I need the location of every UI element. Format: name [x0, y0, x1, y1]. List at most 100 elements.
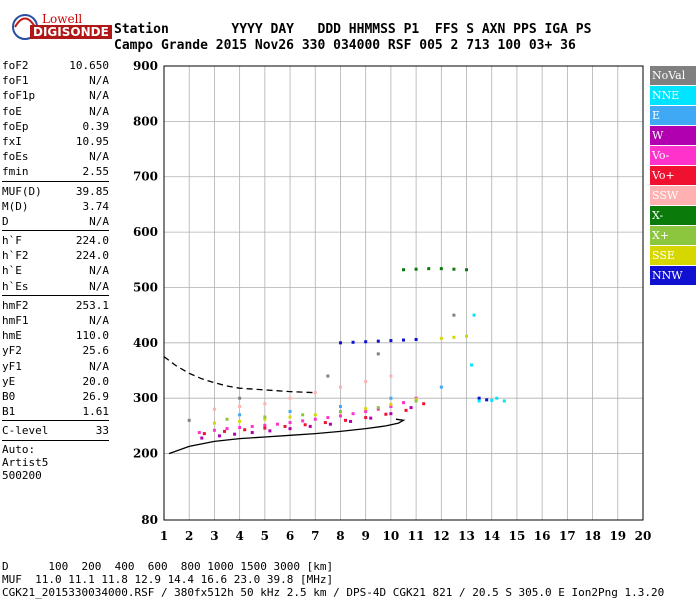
x-tick-label: 12 — [433, 529, 450, 543]
data-point — [414, 397, 418, 401]
legend-item: Vo- — [650, 146, 696, 165]
y-tick-label: 900 — [133, 59, 158, 73]
param-value: N/A — [89, 279, 109, 293]
param-label: M(D) — [2, 199, 29, 213]
legend-item: X+ — [650, 226, 696, 245]
x-tick-label: 1 — [160, 529, 168, 543]
param-value: N/A — [89, 359, 109, 373]
footer-file-info: CGK21_2015330034000.RSF / 380fx512h 50 k… — [2, 586, 665, 599]
data-point — [323, 421, 327, 425]
data-point — [351, 412, 355, 416]
param-label: h`Es — [2, 279, 29, 293]
y-tick-label: 700 — [133, 170, 158, 184]
legend-item: E — [650, 106, 696, 125]
polarization-legend: NoVal NNE E W Vo- Vo+ SSW X- X+ SSE NNW — [650, 66, 696, 286]
data-point — [402, 338, 405, 342]
x-tick-label: 4 — [235, 529, 243, 543]
data-point — [470, 363, 474, 367]
auto-line: Artist5 — [2, 455, 49, 469]
divider — [2, 420, 109, 422]
y-tick-label: 400 — [133, 336, 158, 350]
data-point — [275, 422, 279, 426]
x-tick-label: 15 — [509, 529, 526, 543]
data-point — [414, 267, 418, 271]
param-group-critical-frequencies: foF2 10.650 foF1 N/A foF1p N/A foE N/A foEp 0… — [2, 58, 109, 180]
y-tick-label: 600 — [133, 225, 158, 239]
data-point — [376, 352, 380, 356]
x-tick-label: 6 — [286, 529, 294, 543]
param-label: yE — [2, 374, 16, 388]
param-row: fmin 2.55 — [2, 164, 109, 179]
param-label: B1 — [2, 405, 16, 419]
x-tick-label: 14 — [483, 529, 500, 543]
param-row: foF1 N/A — [2, 73, 109, 88]
param-row: foF2 10.650 — [2, 58, 109, 73]
param-label: hmE — [2, 329, 22, 343]
param-value: N/A — [89, 74, 109, 88]
param-row: foE N/A — [2, 104, 109, 119]
data-point — [376, 406, 380, 410]
legend-item: SSW — [650, 186, 696, 205]
data-point — [439, 336, 443, 340]
data-point — [243, 428, 247, 432]
data-point — [288, 421, 292, 425]
legend-item: NoVal — [650, 66, 696, 85]
data-point — [502, 399, 506, 403]
x-tick-label: 19 — [609, 529, 626, 543]
data-point — [414, 399, 418, 403]
param-value: 0.39 — [82, 119, 110, 133]
param-label: foEp — [2, 119, 29, 133]
param-group-profile: hmF2 253.1 hmF1 N/A hmE 110.0 yF2 25.6 yF1 N/… — [2, 298, 109, 420]
x-tick-label: 20 — [635, 529, 652, 543]
divider — [2, 230, 109, 232]
logo-text-digisonde: DIGISONDE — [30, 25, 112, 39]
param-label: h`F2 — [2, 249, 29, 263]
data-point — [472, 313, 476, 317]
auto-line: 500200 — [2, 468, 42, 482]
param-row: D N/A — [2, 214, 109, 229]
param-group-virtual-heights: h`F 224.0 h`F2 224.0 h`E N/A h`Es N/A — [2, 233, 109, 294]
x-tick-label: 17 — [559, 529, 576, 543]
data-point — [376, 407, 380, 411]
param-value: N/A — [89, 104, 109, 118]
chart-profile-lines — [163, 356, 406, 455]
data-point — [384, 412, 388, 416]
data-point — [301, 413, 305, 417]
data-point — [212, 421, 216, 425]
x-tick-label: 5 — [261, 529, 269, 543]
data-point — [263, 426, 267, 430]
x-tick-label: 16 — [534, 529, 551, 543]
footer-muf-row: MUF 11.0 11.1 11.8 12.9 14.4 16.6 23.0 3… — [2, 573, 334, 586]
data-point — [364, 409, 368, 413]
x-tick-label: 2 — [185, 529, 193, 543]
data-point — [263, 423, 267, 427]
data-point — [263, 417, 267, 421]
data-point — [250, 424, 254, 428]
param-value: 110.0 — [75, 329, 109, 343]
param-label: C-level — [2, 424, 49, 438]
param-value: 1.61 — [82, 405, 110, 419]
y-tick-label: 200 — [133, 447, 158, 461]
param-label: fxI — [2, 134, 22, 148]
data-point — [338, 409, 342, 413]
data-point — [465, 334, 469, 338]
data-point — [389, 412, 393, 416]
param-value: 10.650 — [69, 59, 109, 72]
data-point — [364, 380, 368, 384]
data-point — [202, 432, 206, 436]
legend-item: X- — [650, 206, 696, 225]
param-label: MUF(D) — [2, 184, 42, 198]
param-label: foF1p — [2, 89, 36, 103]
data-point — [308, 424, 312, 428]
legend-item: NNE — [650, 86, 696, 105]
data-point — [288, 396, 292, 400]
param-value: 20.0 — [82, 374, 110, 388]
param-label: h`E — [2, 264, 22, 278]
data-point — [338, 341, 342, 345]
param-value: N/A — [89, 214, 109, 228]
data-point — [197, 431, 201, 435]
data-point — [338, 385, 342, 389]
param-group-muf: MUF(D) 39.85 M(D) 3.74 D N/A — [2, 184, 109, 230]
profile-line-solid — [168, 418, 406, 455]
data-point — [326, 416, 330, 420]
